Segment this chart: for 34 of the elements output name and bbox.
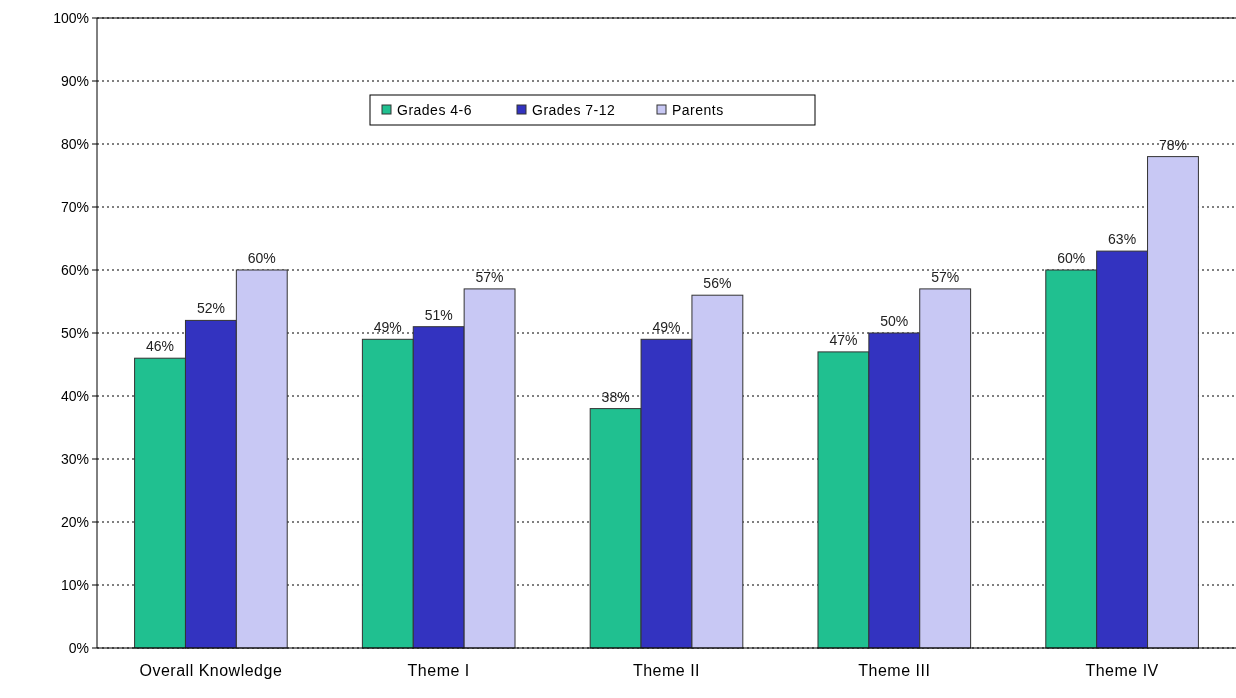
data-label: 60% (247, 250, 276, 266)
y-tick-label: 100% (53, 9, 89, 26)
data-label: 47% (829, 331, 858, 348)
y-tick-label: 30% (60, 450, 89, 467)
data-label: 78% (1158, 136, 1187, 153)
x-tick-label: Theme III (858, 662, 931, 679)
legend-label: Grades 7-12 (532, 101, 616, 118)
data-label: 63% (1108, 231, 1137, 248)
y-tick-label: 60% (60, 261, 89, 278)
data-label: 57% (475, 268, 504, 285)
legend-label: Parents (672, 101, 724, 118)
y-tick-label: 40% (60, 387, 89, 404)
x-tick-label: Overall Knowledge (139, 662, 283, 679)
y-tick-label: 50% (60, 324, 89, 341)
y-tick-label: 80% (60, 135, 89, 152)
x-tick-label: Theme I (407, 662, 470, 679)
data-label: 50% (880, 313, 909, 329)
x-tick-label: Theme II (632, 662, 701, 679)
data-label: 49% (373, 319, 402, 336)
data-label: 52% (196, 300, 225, 317)
y-tick-label: 90% (60, 72, 89, 89)
data-label: 60% (1057, 250, 1086, 266)
data-label: 56% (703, 275, 732, 292)
y-tick-label: 20% (60, 513, 89, 530)
data-label: 57% (931, 268, 960, 285)
y-tick-label: 10% (60, 576, 89, 593)
x-tick-label: Theme IV (1085, 662, 1159, 679)
data-label: 46% (146, 338, 175, 355)
data-label: 38% (601, 388, 630, 405)
data-label: 49% (652, 319, 681, 336)
y-tick-label: 70% (60, 198, 89, 215)
data-label: 51% (424, 306, 453, 323)
legend-label: Grades 4-6 (397, 101, 473, 118)
y-tick-label: 0% (68, 639, 89, 656)
